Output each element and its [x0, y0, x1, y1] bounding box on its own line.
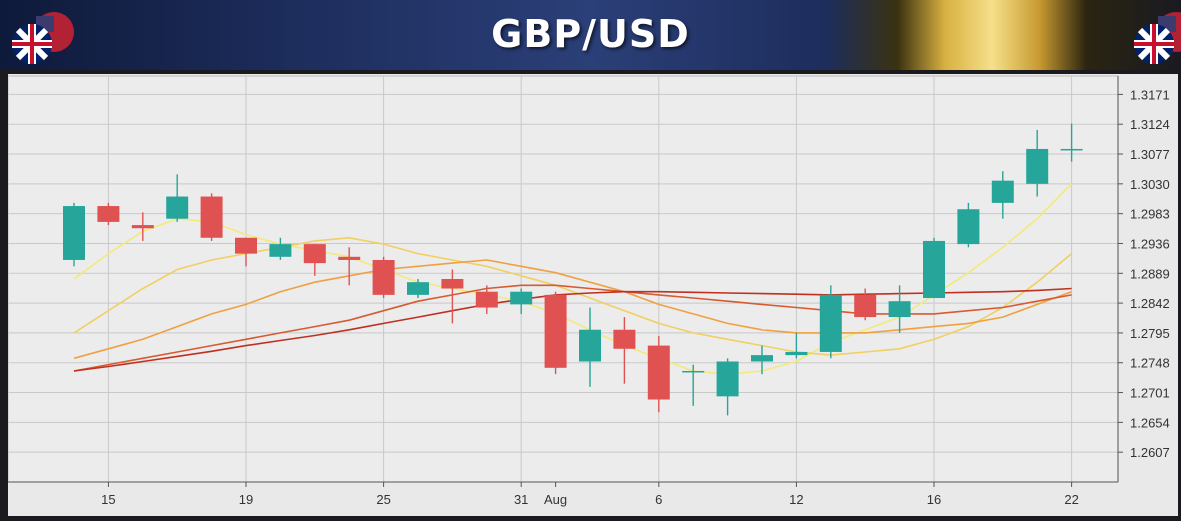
x-tick-label: 22	[1064, 492, 1078, 507]
grid	[7, 75, 1119, 483]
page-title: GBP/USD	[491, 12, 690, 56]
y-tick-label: 1.2607	[1130, 445, 1170, 460]
candle-body	[819, 294, 842, 352]
candle-body	[235, 237, 257, 254]
moving-average-line	[73, 236, 1073, 356]
y-tick-label: 1.2889	[1130, 266, 1170, 281]
y-tick-label: 1.3171	[1130, 87, 1170, 102]
candle-body	[957, 209, 980, 245]
x-tick-label: 19	[239, 492, 253, 507]
candle-body	[785, 351, 808, 356]
candle-body	[751, 355, 773, 362]
candle-body	[97, 206, 120, 222]
title-banner: GBP/USD	[0, 0, 1181, 70]
x-tick-label: 16	[927, 492, 941, 507]
x-tick-label: 15	[101, 492, 115, 507]
candle-body	[854, 294, 877, 318]
candle-body	[303, 244, 326, 264]
chart-panel: 1.3171 1.3124 1.3077 1.3030 1.2983 1.2936 1.28…	[7, 74, 1178, 516]
y-tick-label: 1.2795	[1130, 326, 1170, 341]
x-tick-label: 31	[514, 492, 528, 507]
candle-body	[475, 291, 498, 308]
candle-body	[338, 256, 361, 260]
uk-us-flag-icon	[12, 12, 74, 64]
candle-body	[1026, 148, 1049, 184]
candle-body	[888, 301, 911, 318]
moving-average-line	[73, 287, 1072, 372]
candle-body	[682, 370, 705, 373]
y-tick-label: 1.2748	[1130, 356, 1170, 371]
x-tick-label: 12	[789, 492, 803, 507]
candle-body	[63, 206, 85, 260]
x-tick-label: 6	[655, 492, 662, 507]
candle-body	[372, 259, 395, 295]
y-axis: 1.3171 1.3124 1.3077 1.3030 1.2983 1.2936 1.28…	[1117, 76, 1170, 482]
candlestick-chart: 1.3171 1.3124 1.3077 1.3030 1.2983 1.2936 1.28…	[7, 75, 1170, 507]
x-axis: 15 19 25 31 Aug 6 12 16 22	[8, 481, 1118, 507]
moving-average-line	[73, 259, 1072, 360]
candle-body	[407, 282, 429, 295]
y-tick-label: 1.3124	[1130, 117, 1170, 132]
candle-body	[647, 345, 670, 400]
uk-us-flag-icon	[1134, 12, 1181, 64]
candle-body	[131, 225, 154, 229]
candle-body	[1060, 148, 1083, 151]
candle-body	[613, 329, 636, 349]
candle-body	[510, 291, 533, 305]
candle-body	[441, 279, 464, 289]
plot-area	[7, 75, 1119, 483]
candle-body	[200, 196, 223, 238]
candle-body	[579, 329, 601, 362]
x-tick-label: 25	[376, 492, 390, 507]
candle-body	[269, 244, 292, 257]
candle-body	[166, 196, 189, 219]
y-tick-label: 1.2842	[1130, 296, 1170, 311]
candle-body	[991, 180, 1014, 203]
x-tick-label: Aug	[544, 492, 567, 507]
y-tick-label: 1.2701	[1130, 386, 1170, 401]
candle-body	[923, 240, 945, 299]
candles	[63, 123, 1083, 416]
candle-body	[716, 361, 739, 397]
y-tick-label: 1.2654	[1130, 415, 1170, 430]
y-tick-label: 1.3077	[1130, 147, 1170, 162]
y-tick-label: 1.3030	[1130, 177, 1170, 192]
y-tick-label: 1.2936	[1130, 236, 1170, 251]
candle-body	[544, 294, 567, 368]
y-tick-label: 1.2983	[1130, 207, 1170, 222]
